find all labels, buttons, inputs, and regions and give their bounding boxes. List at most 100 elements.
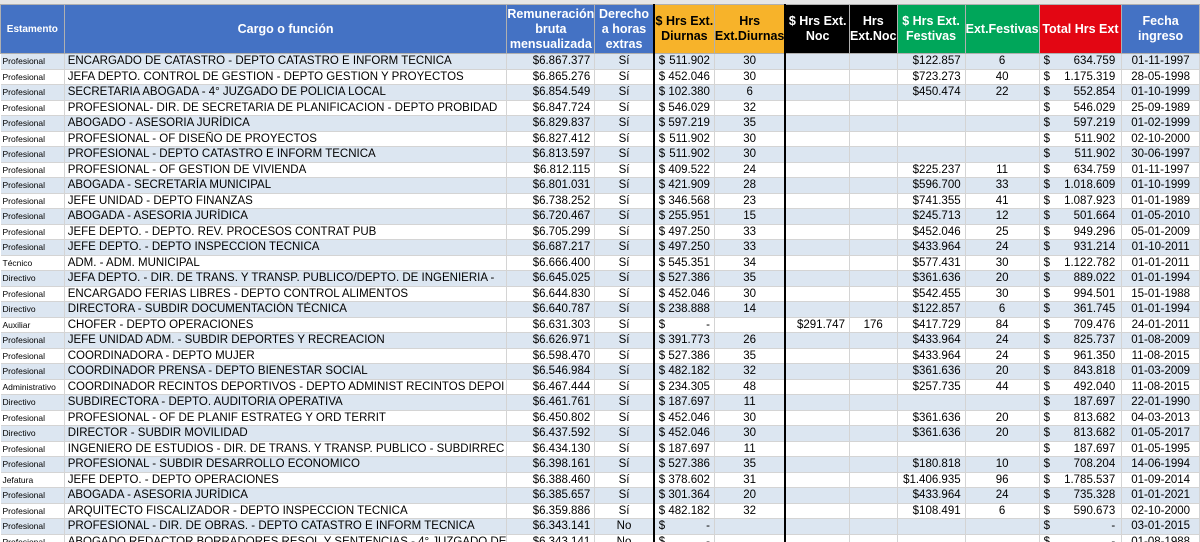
hrs-noc-cell[interactable] <box>849 503 898 519</box>
cargo-cell[interactable]: ABOGADO - ASESORIA JURÍDICA <box>64 115 508 132</box>
derecho-cell[interactable]: Sí <box>594 255 655 271</box>
remuneracion-cell[interactable]: $6.666.400 <box>506 255 596 271</box>
hrs-noc-monto-cell[interactable] <box>785 472 850 488</box>
total-cell[interactable]: $1.122.782 <box>1039 255 1123 271</box>
cargo-cell[interactable]: PROFESIONAL - OF DE PLANIF ESTRATEG Y OR… <box>64 410 508 426</box>
hrs-diurnas-monto-cell[interactable]: $511.902 <box>652 131 715 147</box>
hrs-noc-cell[interactable] <box>849 131 898 147</box>
cargo-cell[interactable]: SUBDIRECTORA - DEPTO. AUDITORIA OPERATIV… <box>64 394 508 411</box>
hrs-diurnas-cell[interactable]: 48 <box>714 379 787 395</box>
hrs-festivas-monto-cell[interactable] <box>897 518 966 535</box>
hrs-noc-cell[interactable] <box>849 193 898 209</box>
remuneracion-cell[interactable]: $6.720.467 <box>506 208 596 225</box>
derecho-cell[interactable]: Sí <box>594 100 655 116</box>
hrs-noc-cell[interactable] <box>849 69 898 85</box>
hrs-diurnas-cell[interactable]: 28 <box>714 177 787 194</box>
estamento-cell[interactable]: Profesional <box>0 162 65 178</box>
cargo-cell[interactable]: PROFESIONAL - SUBDIR DESARROLLO ECONOMIC… <box>64 456 508 473</box>
total-cell[interactable]: $949.296 <box>1039 224 1123 240</box>
cargo-cell[interactable]: ARQUITECTO FISCALIZADOR - DEPTO INSPECCI… <box>64 503 508 519</box>
remuneracion-cell[interactable]: $6.385.657 <box>506 487 596 504</box>
hrs-diurnas-cell[interactable]: 24 <box>714 162 787 178</box>
hrs-noc-cell[interactable] <box>849 115 898 132</box>
derecho-cell[interactable]: Sí <box>594 410 655 426</box>
hrs-noc-cell[interactable] <box>849 379 898 395</box>
derecho-cell[interactable]: Sí <box>594 317 655 333</box>
festivas-cell[interactable]: 6 <box>965 53 1040 70</box>
hrs-festivas-monto-cell[interactable]: $452.046 <box>897 224 966 240</box>
cargo-cell[interactable]: PROFESIONAL - DIR. DE OBRAS. - DEPTO CAT… <box>64 518 508 535</box>
hrs-festivas-monto-cell[interactable] <box>897 100 966 116</box>
header-festivas[interactable]: Ext.Festivas <box>964 4 1040 54</box>
estamento-cell[interactable]: Profesional <box>0 456 65 473</box>
festivas-cell[interactable]: 20 <box>965 425 1040 442</box>
hrs-diurnas-monto-cell[interactable]: $527.386 <box>652 456 715 473</box>
hrs-noc-cell[interactable] <box>849 456 898 473</box>
hrs-noc-cell[interactable] <box>849 518 898 535</box>
hrs-noc-cell[interactable] <box>849 332 898 349</box>
hrs-diurnas-monto-cell[interactable]: $255.951 <box>652 208 715 225</box>
remuneracion-cell[interactable]: $6.626.971 <box>506 332 596 349</box>
remuneracion-cell[interactable]: $6.461.761 <box>506 394 596 411</box>
hrs-festivas-monto-cell[interactable]: $361.636 <box>897 410 966 426</box>
festivas-cell[interactable]: 24 <box>965 487 1040 504</box>
hrs-noc-cell[interactable] <box>849 441 898 457</box>
total-cell[interactable]: $961.350 <box>1039 348 1123 364</box>
festivas-cell[interactable]: 6 <box>965 503 1040 519</box>
hrs-noc-monto-cell[interactable] <box>785 348 850 364</box>
hrs-diurnas-monto-cell[interactable]: $527.386 <box>652 270 715 287</box>
festivas-cell[interactable] <box>965 146 1040 163</box>
remuneracion-cell[interactable]: $6.827.412 <box>506 131 596 147</box>
hrs-noc-cell[interactable] <box>849 394 898 411</box>
fecha-cell[interactable]: 01-05-2010 <box>1121 208 1200 225</box>
festivas-cell[interactable]: 40 <box>965 69 1040 85</box>
derecho-cell[interactable]: Sí <box>594 456 655 473</box>
derecho-cell[interactable]: Sí <box>594 332 655 349</box>
header-cargo[interactable]: Cargo o función <box>63 4 508 54</box>
hrs-noc-cell[interactable] <box>849 146 898 163</box>
cargo-cell[interactable]: CHOFER - DEPTO OPERACIONES <box>64 317 508 333</box>
hrs-festivas-monto-cell[interactable] <box>897 441 966 457</box>
hrs-noc-monto-cell[interactable] <box>785 456 850 473</box>
hrs-festivas-monto-cell[interactable]: $723.273 <box>897 69 966 85</box>
festivas-cell[interactable] <box>965 441 1040 457</box>
remuneracion-cell[interactable]: $6.388.460 <box>506 472 596 488</box>
estamento-cell[interactable]: Directivo <box>0 301 65 318</box>
festivas-cell[interactable]: 10 <box>965 456 1040 473</box>
hrs-noc-cell[interactable] <box>849 208 898 225</box>
derecho-cell[interactable]: Sí <box>594 84 655 101</box>
hrs-festivas-monto-cell[interactable]: $433.964 <box>897 487 966 504</box>
hrs-diurnas-cell[interactable]: 11 <box>714 441 787 457</box>
hrs-festivas-monto-cell[interactable]: $1.406.935 <box>897 472 966 488</box>
hrs-diurnas-monto-cell[interactable]: $234.305 <box>652 379 715 395</box>
total-cell[interactable]: $825.737 <box>1039 332 1123 349</box>
estamento-cell[interactable]: Profesional <box>0 363 65 380</box>
festivas-cell[interactable]: 20 <box>965 363 1040 380</box>
hrs-noc-cell[interactable] <box>849 84 898 101</box>
festivas-cell[interactable]: 30 <box>965 255 1040 271</box>
hrs-diurnas-monto-cell[interactable]: $346.568 <box>652 193 715 209</box>
hrs-festivas-monto-cell[interactable]: $108.491 <box>897 503 966 519</box>
total-cell[interactable]: $1.018.609 <box>1039 177 1123 194</box>
fecha-cell[interactable]: 28-05-1998 <box>1121 69 1200 85</box>
derecho-cell[interactable]: Sí <box>594 270 655 287</box>
total-cell[interactable]: $511.902 <box>1039 131 1123 147</box>
total-cell[interactable]: $708.204 <box>1039 456 1123 473</box>
hrs-diurnas-monto-cell[interactable]: $ - <box>652 534 715 542</box>
header-hrs-diurnas[interactable]: Hrs Ext.Diurnas <box>713 4 787 54</box>
festivas-cell[interactable]: 24 <box>965 332 1040 349</box>
derecho-cell[interactable]: Sí <box>594 286 655 302</box>
festivas-cell[interactable]: 41 <box>965 193 1040 209</box>
hrs-noc-cell[interactable] <box>849 410 898 426</box>
hrs-noc-cell[interactable] <box>849 270 898 287</box>
hrs-noc-cell[interactable] <box>849 286 898 302</box>
remuneracion-cell[interactable]: $6.867.377 <box>506 53 596 70</box>
header-hrs-diurnas-monto[interactable]: $ Hrs Ext. Diurnas <box>652 4 715 54</box>
festivas-cell[interactable]: 11 <box>965 162 1040 178</box>
header-remuneracion[interactable]: Remuneración bruta mensualizada <box>506 4 596 54</box>
hrs-noc-monto-cell[interactable] <box>785 286 850 302</box>
total-cell[interactable]: $590.673 <box>1039 503 1123 519</box>
fecha-cell[interactable]: 02-10-2000 <box>1121 131 1200 147</box>
fecha-cell[interactable]: 01-01-1994 <box>1121 270 1200 287</box>
hrs-noc-monto-cell[interactable] <box>785 441 850 457</box>
